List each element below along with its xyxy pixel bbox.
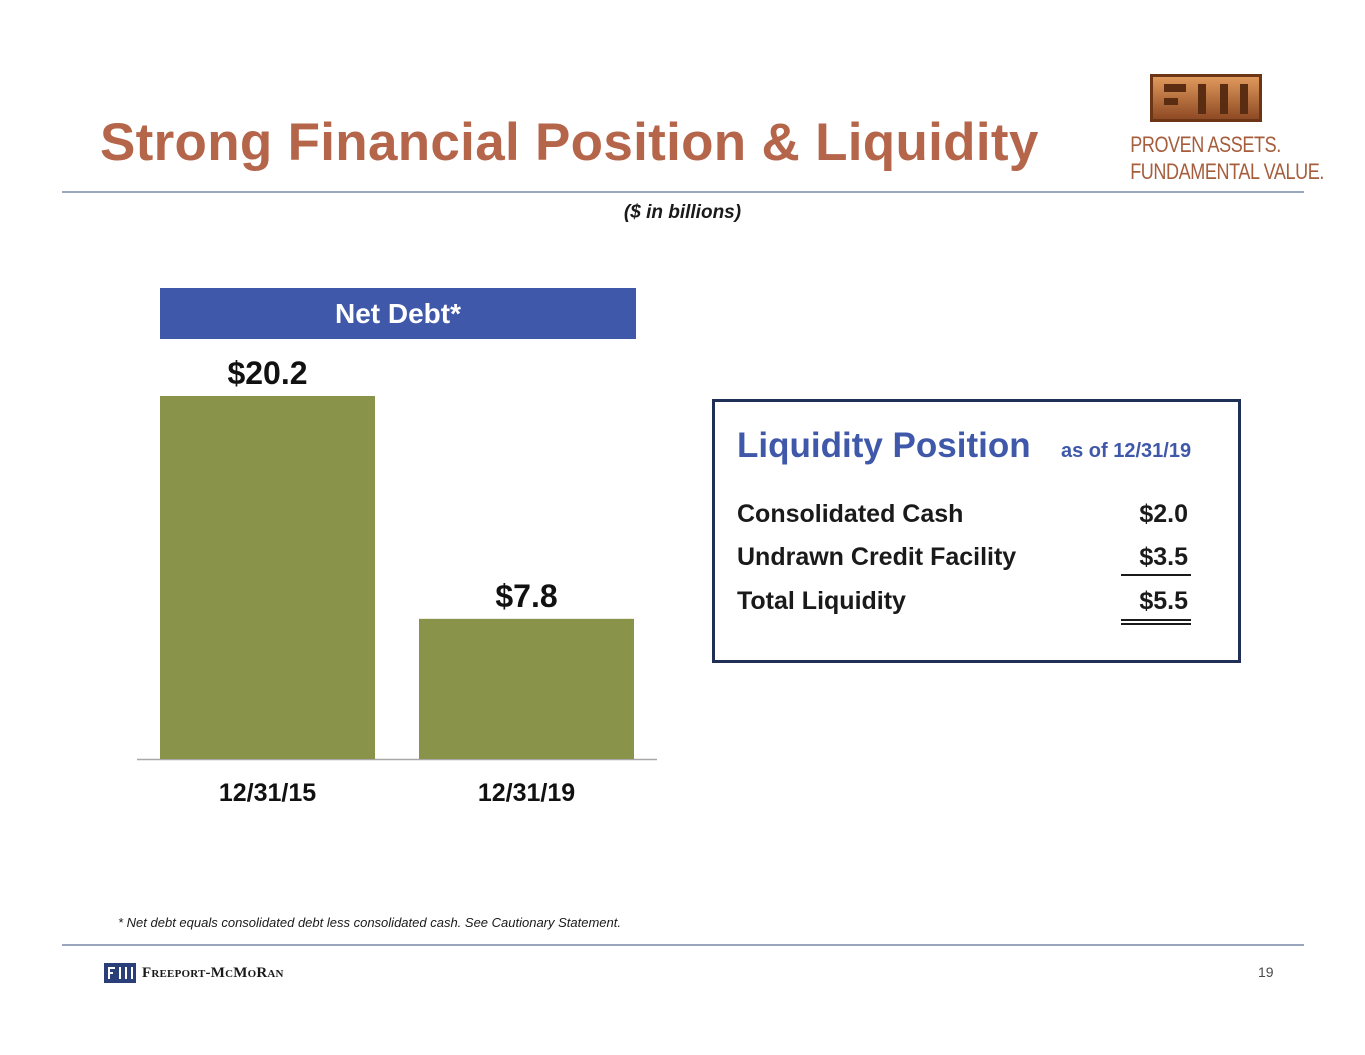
tagline-line2: FUNDAMENTAL VALUE. — [1130, 159, 1324, 184]
units-subtitle: ($ in billions) — [623, 202, 742, 223]
footer-company-logo: Freeport-McMoRan — [104, 962, 284, 984]
undrawn-credit-label: Undrawn Credit Facility — [737, 543, 1017, 571]
x-tick-label: 12/31/15 — [219, 779, 316, 807]
liquidity-title: Liquidity Position — [737, 426, 1031, 465]
total-double-underline-bottom — [1121, 623, 1191, 625]
total-double-underline-top — [1121, 619, 1191, 621]
slide-title: Strong Financial Position & Liquidity — [100, 113, 1039, 172]
chart-title: Net Debt* — [160, 288, 636, 339]
total-liquidity-value: $5.5 — [1139, 587, 1188, 615]
footer-company-name: Freeport-McMoRan — [142, 964, 284, 981]
total-liquidity-label: Total Liquidity — [737, 587, 906, 615]
page-number: 19 — [1258, 964, 1274, 980]
consolidated-cash-value: $2.0 — [1139, 500, 1188, 528]
bar-12-31-15 — [160, 396, 375, 759]
bar-value-label: $7.8 — [495, 578, 557, 614]
footnote: * Net debt equals consolidated debt less… — [118, 915, 621, 930]
footer-divider — [62, 944, 1304, 946]
undrawn-credit-value: $3.5 — [1139, 543, 1188, 571]
liquidity-as-of: as of 12/31/19 — [1061, 440, 1192, 462]
bar-value-label: $20.2 — [227, 355, 307, 391]
bar-12-31-19 — [419, 618, 634, 759]
consolidated-cash-label: Consolidated Cash — [737, 500, 964, 528]
title-divider — [62, 191, 1304, 193]
company-logo: PROVEN ASSETS. FUNDAMENTAL VALUE. — [1114, 74, 1324, 186]
x-tick-label: 12/31/19 — [478, 779, 575, 807]
subtotal-underline — [1121, 574, 1191, 576]
liquidity-position-box: Liquidity Position as of 12/31/19 Consol… — [712, 399, 1241, 663]
fcx-logo-mark — [1150, 74, 1262, 122]
fcx-small-logo-icon — [104, 963, 136, 983]
net-debt-chart: $20.2 12/31/15 $7.8 12/31/19 — [137, 355, 657, 807]
tagline-line1: PROVEN ASSETS. — [1130, 132, 1281, 157]
